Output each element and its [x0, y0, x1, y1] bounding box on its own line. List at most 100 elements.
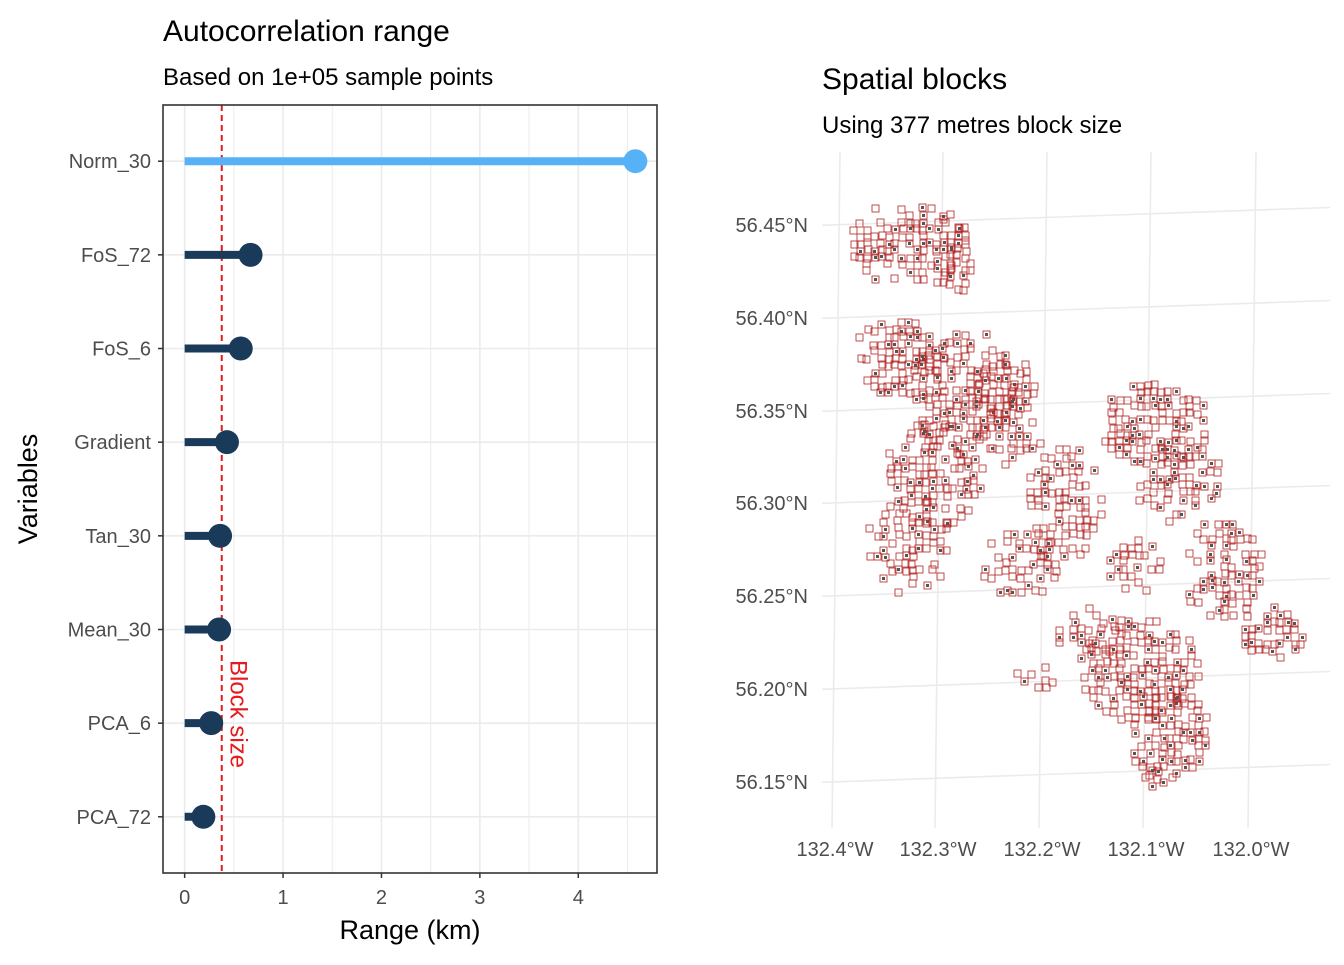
sample-point — [1047, 542, 1050, 545]
longitude-label: 132.3°W — [900, 839, 977, 861]
spatial-block — [878, 383, 887, 392]
spatial-block — [892, 325, 901, 334]
spatial-block — [961, 437, 970, 446]
spatial-block — [1110, 622, 1119, 631]
spatial-block — [1082, 645, 1091, 654]
spatial-block — [1200, 436, 1209, 445]
spatial-block — [1096, 659, 1105, 668]
longitude-gridline — [934, 151, 944, 829]
spatial-block — [898, 233, 907, 242]
spatial-block — [879, 532, 888, 541]
spatial-block — [1151, 666, 1160, 675]
spatial-block — [1165, 517, 1174, 526]
spatial-block — [1165, 416, 1174, 425]
spatial-block — [1166, 721, 1175, 730]
sample-point — [1018, 547, 1021, 550]
spatial-block — [941, 476, 950, 485]
spatial-block — [989, 367, 998, 376]
x-axis-label: Range (km) — [339, 915, 480, 945]
spatial-block — [1193, 529, 1202, 538]
spatial-block — [961, 266, 970, 275]
spatial-block — [1115, 664, 1124, 673]
spatial-block — [1120, 551, 1129, 560]
sample-point — [882, 549, 885, 552]
spatial-block — [1062, 445, 1071, 454]
spatial-block — [1041, 676, 1050, 685]
sample-point — [1202, 580, 1205, 583]
sample-point — [1011, 405, 1014, 408]
sample-point — [928, 335, 931, 338]
spatial-block — [1227, 563, 1236, 572]
spatial-block — [1105, 647, 1114, 656]
spatial-block — [885, 326, 894, 335]
spatial-block — [1143, 494, 1152, 503]
spatial-block — [964, 462, 973, 471]
spatial-block — [986, 395, 995, 404]
spatial-block — [1164, 401, 1173, 410]
spatial-block — [1206, 467, 1215, 476]
sample-point — [1211, 586, 1214, 589]
spatial-block — [1009, 383, 1018, 392]
spatial-block — [1135, 551, 1144, 560]
lollipop-point — [238, 242, 263, 267]
spatial-block — [1145, 771, 1154, 780]
spatial-block — [1166, 664, 1175, 673]
sample-point — [1153, 683, 1156, 686]
spatial-block — [1166, 630, 1175, 639]
spatial-block — [981, 351, 990, 360]
spatial-block — [1186, 460, 1195, 469]
spatial-block — [888, 567, 897, 576]
spatial-block — [1107, 395, 1116, 404]
spatial-block — [1106, 556, 1115, 565]
sample-point — [931, 487, 934, 490]
spatial-block — [1185, 452, 1194, 461]
spatial-block — [1283, 610, 1292, 619]
spatial-block — [913, 327, 922, 336]
spatial-block — [1081, 522, 1090, 531]
spatial-block — [1178, 685, 1187, 694]
spatial-block — [1041, 488, 1050, 497]
spatial-block — [1107, 431, 1116, 440]
sample-point — [1287, 621, 1290, 624]
lollipop-point — [199, 711, 224, 736]
sample-point — [1037, 471, 1040, 474]
spatial-block — [1212, 489, 1221, 498]
spatial-block — [925, 332, 934, 341]
sample-point — [1152, 478, 1155, 481]
spatial-block — [1172, 734, 1181, 743]
sample-point — [916, 330, 919, 333]
spatial-block — [1254, 639, 1263, 648]
sample-point — [926, 584, 929, 587]
spatial-block — [1134, 578, 1143, 587]
spatial-block — [1249, 591, 1258, 600]
sample-point — [1072, 636, 1075, 639]
spatial-block — [1159, 778, 1168, 787]
spatial-block — [927, 463, 936, 472]
sample-point — [1210, 462, 1213, 465]
sample-point — [977, 390, 980, 393]
spatial-block — [1206, 611, 1215, 620]
sample-point — [1011, 456, 1014, 459]
spatial-block — [907, 429, 916, 438]
sample-point — [1094, 642, 1097, 645]
spatial-block — [1137, 438, 1146, 447]
sample-point — [1127, 620, 1130, 623]
spatial-block — [964, 506, 973, 515]
sample-point — [1139, 397, 1142, 400]
spatial-block — [938, 381, 947, 390]
spatial-block — [890, 239, 899, 248]
spatial-block — [1098, 640, 1107, 649]
spatial-block — [1179, 408, 1188, 417]
spatial-block — [890, 245, 899, 254]
sample-point — [1154, 404, 1157, 407]
sample-point — [904, 446, 907, 449]
spatial-block — [1194, 672, 1203, 681]
spatial-block — [1142, 402, 1151, 411]
sample-point — [934, 349, 937, 352]
spatial-block — [1061, 531, 1070, 540]
spatial-block — [1193, 584, 1202, 593]
sample-point — [909, 227, 912, 230]
spatial-block — [946, 210, 955, 219]
spatial-block — [1164, 489, 1173, 498]
spatial-block — [940, 387, 949, 396]
